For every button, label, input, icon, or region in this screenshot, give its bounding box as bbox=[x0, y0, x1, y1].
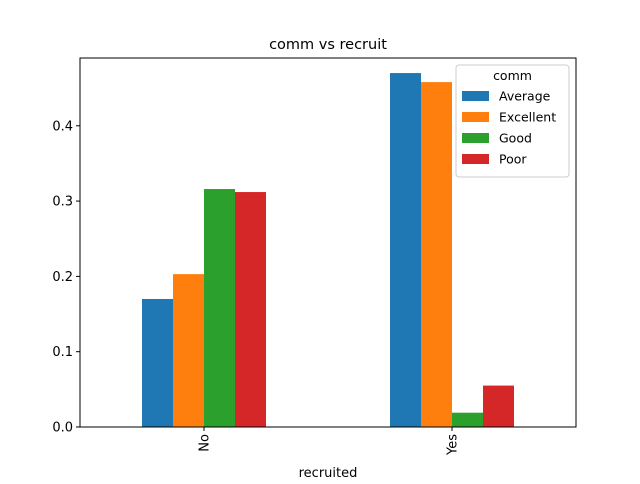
legend-label-poor: Poor bbox=[499, 152, 527, 167]
bar-good-no bbox=[204, 189, 235, 427]
legend-swatch-poor bbox=[462, 154, 489, 164]
x-axis-label: recruited bbox=[299, 466, 358, 480]
bar-poor-yes bbox=[483, 385, 514, 427]
x-tick-label: No bbox=[198, 434, 213, 452]
bar-excellent-yes bbox=[421, 82, 452, 427]
bar-average-no bbox=[142, 298, 173, 427]
bar-good-yes bbox=[452, 412, 483, 427]
legend-label-excellent: Excellent bbox=[499, 110, 556, 125]
legend-swatch-average bbox=[462, 91, 489, 101]
y-tick-label: 0.0 bbox=[52, 421, 73, 436]
legend-title: comm bbox=[493, 68, 532, 83]
legend-label-good: Good bbox=[499, 131, 532, 146]
x-tick-label: Yes bbox=[446, 434, 461, 456]
axes-frame bbox=[79, 57, 577, 428]
bar-poor-no bbox=[235, 192, 266, 427]
legend-swatch-good bbox=[462, 133, 489, 143]
legend-label-average: Average bbox=[499, 89, 551, 104]
y-tick-label: 0.4 bbox=[52, 119, 73, 134]
bar-excellent-no bbox=[173, 274, 204, 427]
y-tick-label: 0.2 bbox=[52, 270, 73, 285]
legend-swatch-excellent bbox=[462, 112, 489, 122]
y-tick-label: 0.1 bbox=[52, 345, 73, 360]
bars-layer bbox=[142, 73, 514, 428]
legend: comm Average Excellent Good Poor bbox=[455, 64, 570, 178]
bar-average-yes bbox=[390, 73, 421, 428]
y-tick-label: 0.3 bbox=[52, 195, 73, 210]
axes-layer: 0.0 0.1 0.2 0.3 0.4 No Yes bbox=[52, 57, 577, 456]
chart-title: comm vs recruit bbox=[269, 37, 387, 53]
